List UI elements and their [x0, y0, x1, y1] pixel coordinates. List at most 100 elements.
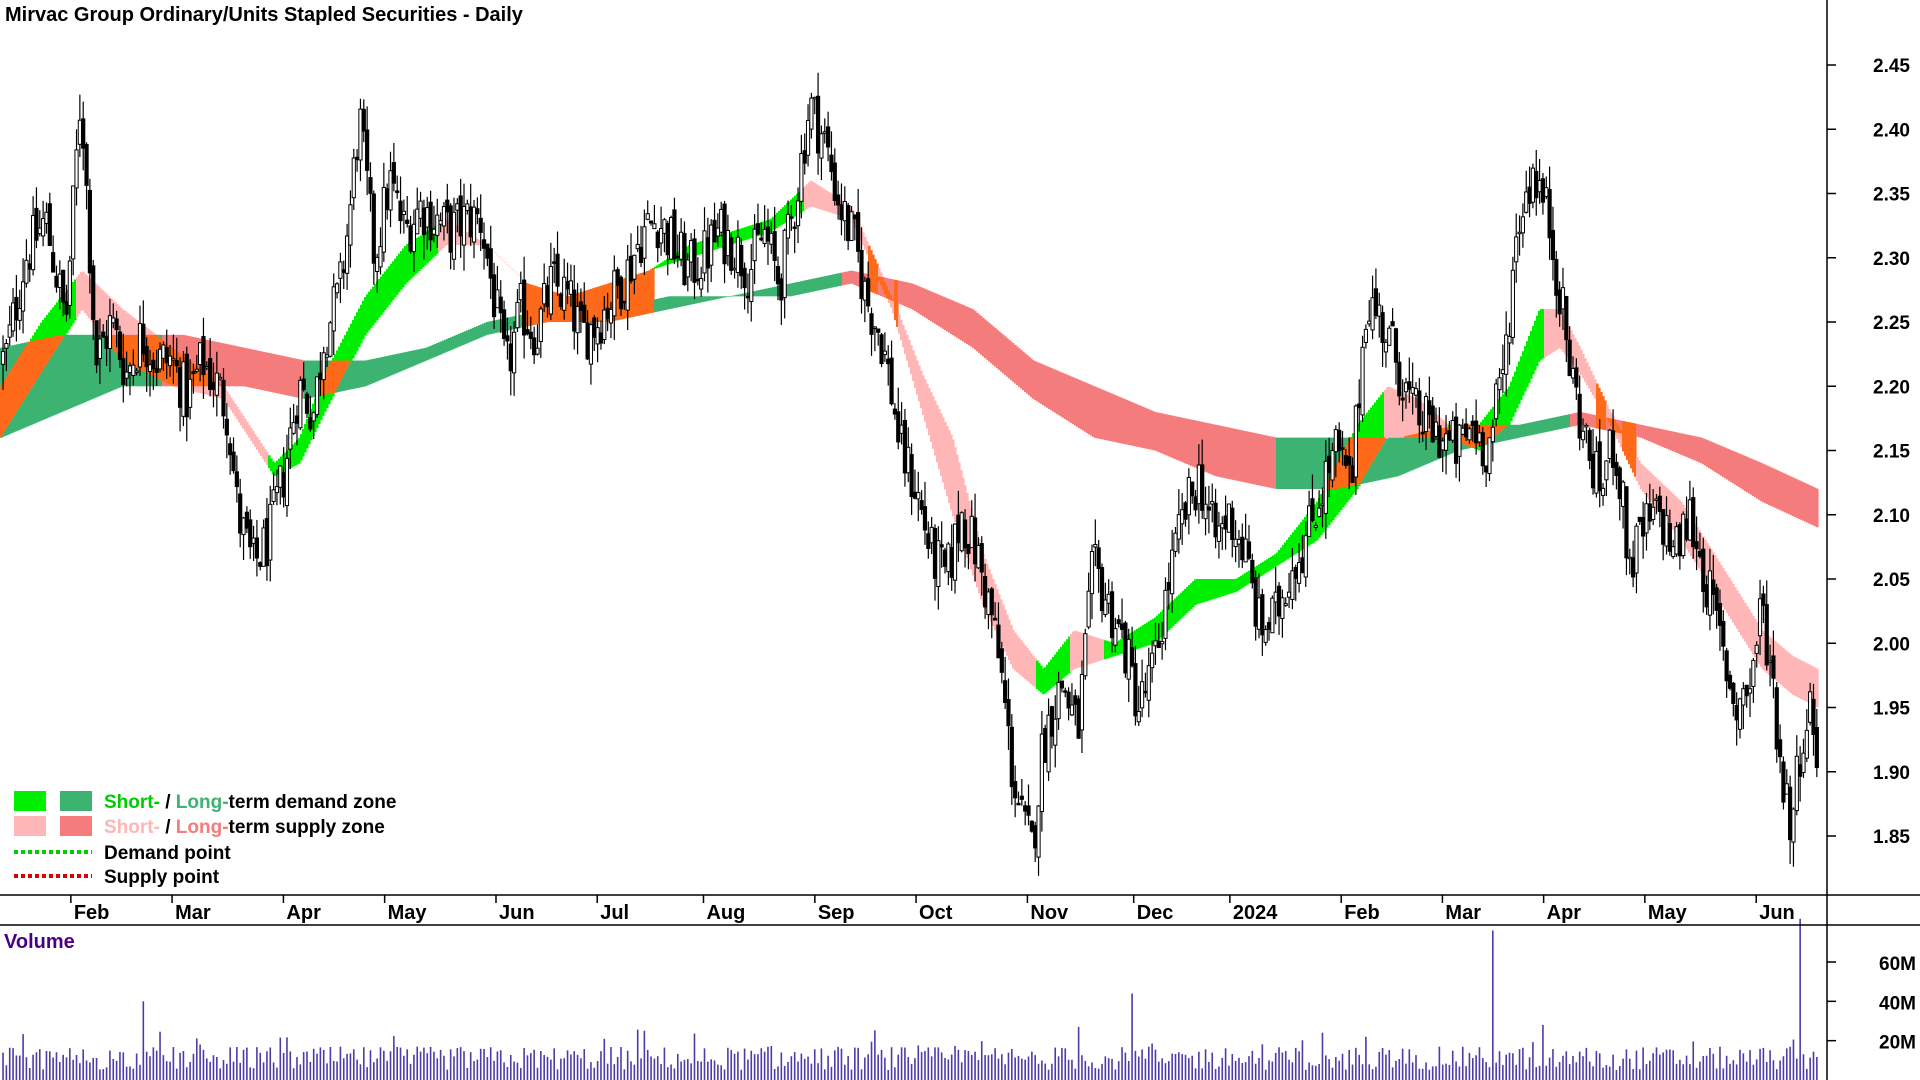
short-term-band-strip — [1556, 309, 1559, 350]
long-term-band-strip — [1042, 364, 1045, 406]
long-term-band-strip — [1306, 437, 1309, 490]
short-term-band-strip — [252, 430, 255, 444]
candle-body — [932, 528, 938, 579]
long-term-band-strip — [1506, 424, 1509, 441]
candle-body — [755, 223, 761, 235]
long-term-band-strip — [674, 296, 677, 308]
short-term-band-strip — [1244, 573, 1247, 587]
candle-body — [1317, 507, 1322, 517]
short-term-band-strip — [228, 394, 231, 408]
candle-body — [866, 278, 871, 307]
long-term-band-strip — [1502, 424, 1505, 442]
band-overlap-strip — [1358, 437, 1361, 485]
short-term-band-strip — [1208, 579, 1211, 601]
candle-body — [782, 229, 787, 299]
long-term-band-strip — [388, 355, 391, 377]
candle-body — [652, 223, 657, 230]
long-term-band-strip — [78, 334, 81, 405]
short-term-band-strip — [1532, 325, 1535, 375]
candle-body — [501, 309, 507, 339]
band-overlap-strip — [1630, 422, 1633, 469]
candle-body — [1584, 424, 1589, 428]
candle-body — [1674, 526, 1679, 555]
candle-body — [765, 226, 771, 242]
band-overlap-strip — [896, 280, 899, 327]
candle-body — [318, 372, 323, 380]
long-term-band-strip — [90, 334, 93, 400]
short-term-band-strip — [1384, 389, 1387, 443]
candle-body — [211, 382, 216, 390]
short-term-band-strip — [774, 214, 777, 230]
short-term-band-strip — [1228, 579, 1231, 595]
long-term-band-strip — [220, 342, 223, 387]
long-term-band-strip — [1188, 419, 1191, 465]
short-term-band-strip — [72, 281, 75, 324]
band-overlap-strip — [1504, 424, 1507, 429]
long-term-band-strip — [1156, 412, 1159, 452]
long-term-band-strip — [1768, 466, 1771, 506]
short-term-band-strip — [1336, 463, 1339, 515]
long-term-band-strip — [1516, 424, 1519, 439]
short-term-band-strip — [1140, 626, 1143, 648]
candle-body — [268, 503, 273, 561]
short-term-band-strip — [1720, 564, 1723, 604]
candle-body — [1707, 570, 1713, 616]
band-overlap-strip — [1604, 400, 1607, 431]
long-term-band-strip — [788, 283, 791, 297]
band-overlap-strip — [0, 386, 3, 438]
short-term-band-strip — [1524, 346, 1527, 392]
short-term-band-strip — [1528, 336, 1531, 383]
candle-body — [1270, 597, 1275, 634]
band-overlap-strip — [1444, 427, 1447, 438]
short-term-band-strip — [1106, 640, 1109, 659]
long-term-band-strip — [1710, 441, 1713, 470]
candle-body — [465, 203, 470, 211]
candle-body — [608, 308, 614, 324]
long-term-band-strip — [294, 358, 297, 398]
short-term-band-strip — [1382, 392, 1385, 446]
candle-body — [1136, 711, 1141, 723]
long-term-band-strip — [298, 359, 301, 398]
short-term-band-strip — [1662, 484, 1665, 518]
short-term-band-strip — [1192, 581, 1195, 608]
short-term-band-strip — [1722, 568, 1725, 607]
band-overlap-strip — [890, 294, 893, 301]
long-term-band-strip — [1552, 417, 1555, 431]
candle-body — [1574, 367, 1579, 388]
long-term-band-strip — [1090, 384, 1093, 436]
long-term-band-strip — [496, 319, 499, 333]
long-term-band-strip — [718, 296, 721, 299]
short-term-band-strip — [1738, 593, 1741, 633]
short-term-band-strip — [1066, 639, 1069, 675]
short-term-band-strip — [306, 418, 309, 449]
short-term-band-strip — [294, 442, 297, 466]
candle-body — [1216, 525, 1222, 542]
short-term-band-strip — [372, 286, 375, 326]
long-term-band-strip — [1512, 424, 1515, 439]
long-term-band-strip — [1676, 432, 1679, 453]
short-term-band-strip — [1748, 609, 1751, 648]
short-term-band-strip — [1332, 471, 1335, 520]
long-term-band-strip — [470, 328, 473, 342]
legend-long-label: Long- — [176, 792, 229, 813]
long-term-band-strip — [1212, 424, 1215, 476]
short-term-band-strip — [670, 256, 673, 264]
long-term-band-strip — [214, 341, 217, 387]
short-term-band-strip — [1180, 592, 1183, 619]
band-overlap-strip — [624, 278, 627, 319]
short-term-band-strip — [406, 244, 409, 283]
long-term-band-strip — [880, 276, 883, 297]
long-term-band-strip — [1202, 422, 1205, 471]
candle-body — [856, 211, 861, 252]
band-overlap-strip — [1408, 435, 1411, 438]
candle-body — [969, 515, 974, 549]
candle-body — [304, 393, 310, 414]
short-term-band-strip — [386, 268, 389, 308]
short-term-band-strip — [1230, 579, 1233, 594]
long-term-band-strip — [1292, 437, 1295, 490]
long-term-band-strip — [776, 286, 779, 297]
candle-body — [271, 489, 276, 502]
candle-body — [862, 280, 867, 301]
long-term-band-strip — [902, 281, 905, 306]
